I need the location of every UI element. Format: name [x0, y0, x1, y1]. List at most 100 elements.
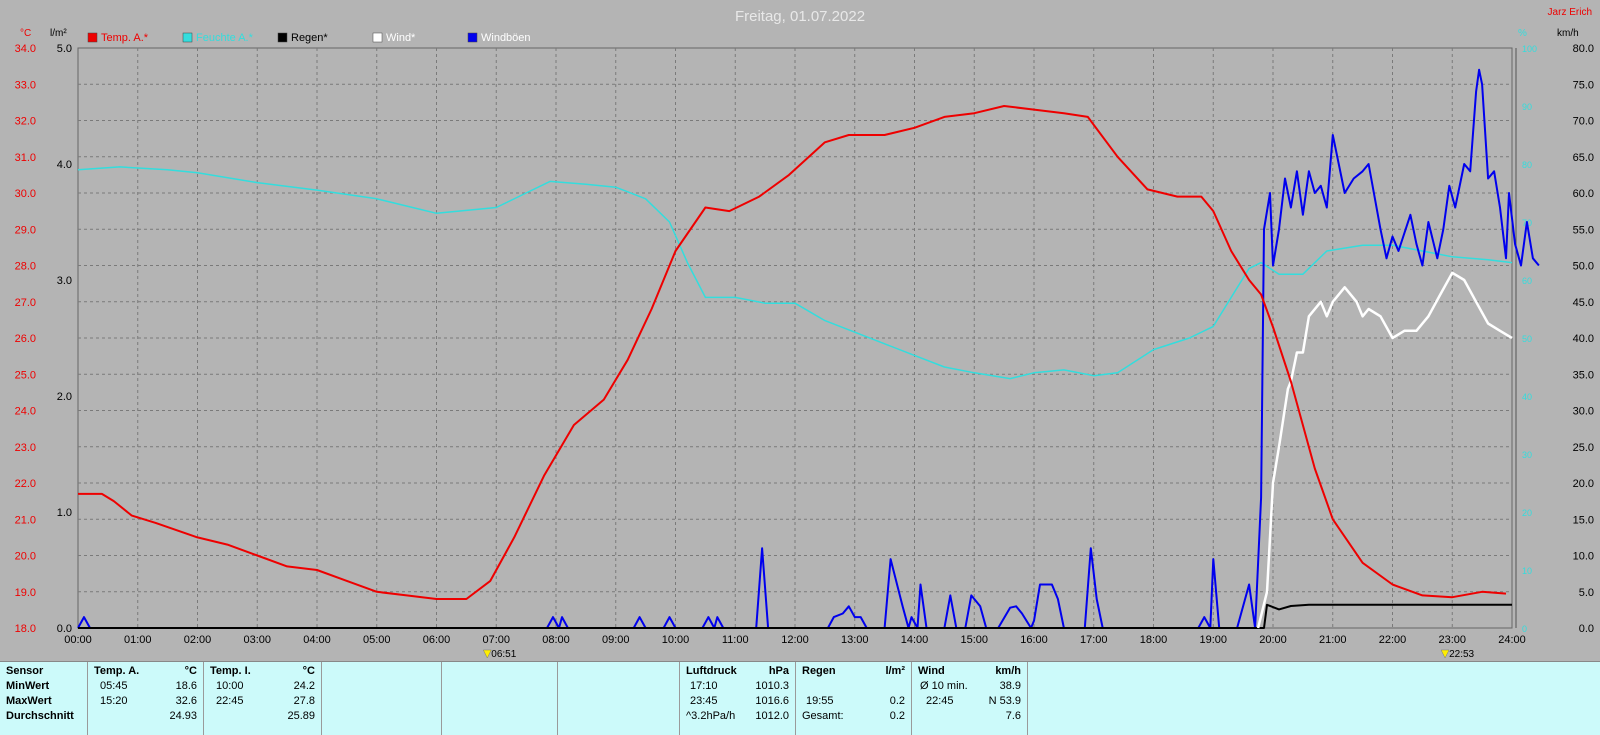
temp-tick-label: 21.0	[15, 514, 36, 526]
wind-tick-label: 30.0	[1573, 406, 1594, 418]
wind-tick-label: 80.0	[1573, 43, 1594, 55]
pressure-avg-value: 1012.0	[755, 710, 789, 722]
pressure-trend: ^3.2hPa/h	[686, 710, 736, 722]
temp-a-max-time: 15:20	[100, 695, 128, 707]
pressure-max-time: 23:45	[690, 695, 718, 707]
x-tick-label: 00:00	[64, 634, 92, 646]
x-tick-label: 07:00	[482, 634, 510, 646]
minwert-label: MinWert	[6, 680, 50, 692]
marker-group: 06:51 22:53	[482, 649, 1475, 660]
x-tick-label: 06:00	[423, 634, 451, 646]
wind-tick-label: 40.0	[1573, 333, 1594, 345]
sensor-column: Sensor MinWert MaxWert Durchschnitt	[0, 662, 88, 735]
wind-tick-label: 20.0	[1573, 478, 1594, 490]
grid	[77, 47, 1513, 629]
x-tick-label: 03:00	[243, 634, 271, 646]
temp-tick-label: 28.0	[15, 261, 36, 273]
weather-chart: Freitag, 01.07.2022 Jarz Erich °C l/m² %…	[15, 7, 1594, 660]
wind-header: Wind	[918, 665, 945, 677]
humidity-tick-label: 60	[1522, 276, 1532, 286]
temp-a-unit: °C	[184, 665, 197, 677]
rain-tick-label: 3.0	[57, 275, 72, 287]
temp-tick-label: 33.0	[15, 79, 36, 91]
durchschnitt-label: Durchschnitt	[6, 710, 74, 722]
x-tick-label: 23:00	[1438, 634, 1466, 646]
rain-tick-label: 0.0	[57, 623, 72, 635]
rain-tick-label: 5.0	[57, 43, 72, 55]
legend-label: Windböen	[481, 32, 531, 44]
wind-third-value: 7.6	[1005, 710, 1021, 722]
x-tick-label: 20:00	[1259, 634, 1287, 646]
temp-tick-label: 23.0	[15, 442, 36, 454]
legend-label: Regen*	[291, 32, 328, 44]
pressure-max-value: 1016.6	[755, 695, 789, 707]
temp-tick-label: 27.0	[15, 297, 36, 309]
pressure-unit: hPa	[768, 665, 789, 677]
legend-label: Feuchte A.*	[196, 32, 254, 44]
wind-tick-label: 50.0	[1573, 261, 1594, 273]
legend-label: Wind*	[386, 32, 416, 44]
x-tick-label: 21:00	[1319, 634, 1347, 646]
legend-swatch	[467, 32, 478, 43]
wind-tick-label: 0.0	[1579, 623, 1594, 635]
temp-tick-label: 31.0	[15, 152, 36, 164]
rain-tick-label: 2.0	[57, 391, 72, 403]
x-tick-label: 22:00	[1379, 634, 1407, 646]
humidity-tick-label: 40	[1522, 392, 1532, 402]
temp-i-max-time: 22:45	[216, 695, 244, 707]
temp-i-min-value: 24.2	[293, 680, 315, 692]
temp-i-column: Temp. I. °C 10:00 24.2 22:45 27.8 25.89	[204, 662, 322, 735]
x-tick-label: 05:00	[363, 634, 391, 646]
pressure-min-time: 17:10	[690, 680, 718, 692]
rain-total-label: Gesamt:	[802, 710, 844, 722]
temp-i-min-time: 10:00	[216, 680, 244, 692]
wind-tick-label: 15.0	[1573, 514, 1594, 526]
sun-marker-label: 22:53	[1449, 649, 1474, 660]
pressure-column: Luftdruck hPa 17:10 1010.3 23:45 1016.6 ^3.…	[680, 662, 796, 735]
x-tick-label: 10:00	[662, 634, 690, 646]
rain-tick-label: 1.0	[57, 507, 72, 519]
x-tick-label: 08:00	[542, 634, 570, 646]
wind-column: Wind km/h Ø 10 min. 38.9 22:45 N 53.9 7.6	[912, 662, 1028, 735]
x-tick-label: 19:00	[1199, 634, 1227, 646]
wind-tick-label: 45.0	[1573, 297, 1594, 309]
humidity-tick-label: 30	[1522, 450, 1532, 460]
legend-swatch	[87, 32, 98, 43]
humidity-tick-label: 80	[1522, 160, 1532, 170]
rain-axis-label: l/m²	[50, 28, 67, 39]
axes: 00:00 01:00 02:00 03:00 04:00 05:00 06:00 07:00…	[15, 43, 1594, 646]
chart-title: Freitag, 01.07.2022	[735, 8, 865, 25]
series-line-wind	[1256, 271, 1513, 629]
series-line-feuchte-a	[77, 166, 1513, 380]
wind-tick-label: 10.0	[1573, 551, 1594, 563]
temp-tick-label: 24.0	[15, 406, 36, 418]
x-tick-label: 15:00	[960, 634, 988, 646]
temp-a-min-value: 18.6	[175, 680, 197, 692]
rain-tick-label: 4.0	[57, 159, 72, 171]
wind-axis-label: km/h	[1557, 28, 1579, 39]
empty-column-2	[442, 662, 558, 735]
series-line-regen	[78, 603, 1512, 629]
legend-swatch	[372, 32, 383, 43]
wind-tick-label: 35.0	[1573, 369, 1594, 381]
series-group	[77, 68, 1540, 629]
temp-a-header: Temp. A.	[94, 665, 140, 677]
pressure-min-value: 1010.3	[755, 680, 789, 692]
temp-i-header: Temp. I.	[210, 665, 251, 677]
wind-tick-label: 60.0	[1573, 188, 1594, 200]
x-tick-label: 24:00	[1498, 634, 1526, 646]
humidity-tick-label: 0	[1522, 624, 1527, 634]
x-tick-label: 16:00	[1020, 634, 1048, 646]
sun-marker-label: 06:51	[491, 649, 516, 660]
legend-swatch	[277, 32, 288, 43]
humidity-tick-label: 50	[1522, 334, 1532, 344]
x-tick-label: 14:00	[901, 634, 929, 646]
sensor-header: Sensor	[6, 665, 44, 677]
temp-tick-label: 32.0	[15, 116, 36, 128]
rain-column: Regen l/m² 19:55 0.2 Gesamt: 0.2	[796, 662, 912, 735]
x-tick-label: 12:00	[781, 634, 809, 646]
temp-axis-label: °C	[20, 28, 31, 39]
legend-swatch	[182, 32, 193, 43]
humidity-tick-label: 10	[1522, 566, 1532, 576]
rain-header: Regen	[802, 665, 836, 677]
